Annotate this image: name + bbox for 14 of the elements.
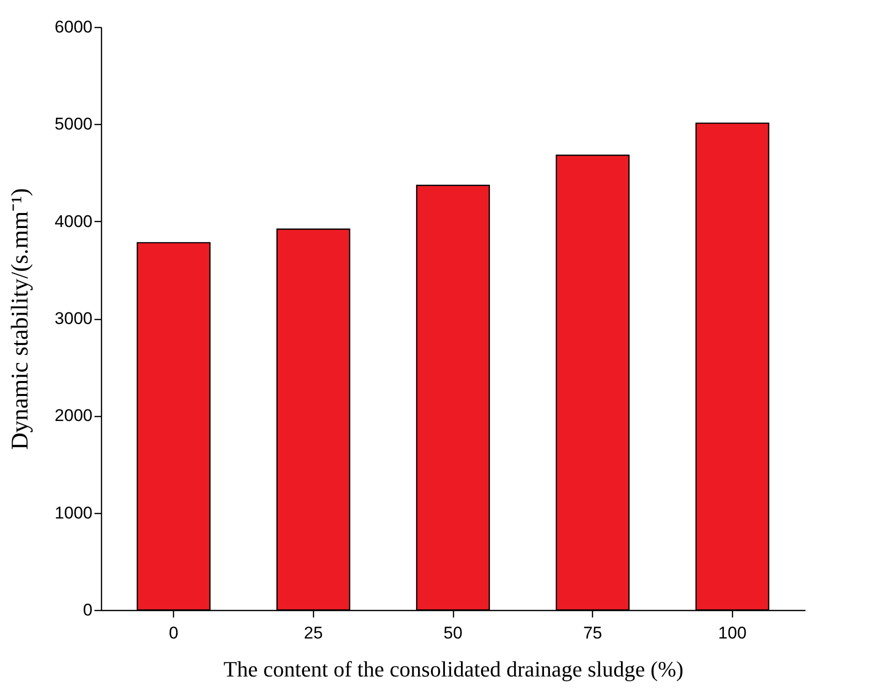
x-tick-label: 25 [304,624,323,642]
y-tick-label: 2000 [54,406,92,426]
x-tick-label: 75 [583,624,602,642]
y-tick-label: 3000 [54,309,92,328]
y-tick-label: 5000 [54,114,92,134]
x-tick-label: 50 [444,624,462,642]
y-axis-title: Dynamic stability/(s.mm⁻¹) [8,188,34,450]
x-axis-title: The content of the consolidated drainage sludge (%) [223,656,684,682]
y-tick-label: 1000 [54,503,92,522]
y-tick-label: 6000 [54,18,92,36]
x-tick-label: 0 [168,624,178,642]
x-tick-label: 100 [718,624,747,642]
y-tick-label: 0 [83,600,92,620]
y-tick-label: 4000 [54,212,92,231]
